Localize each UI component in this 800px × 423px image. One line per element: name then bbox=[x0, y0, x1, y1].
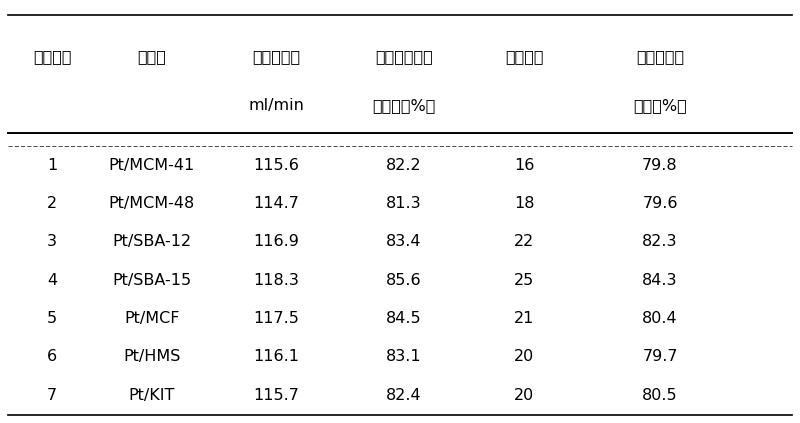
Text: Pt/SBA-12: Pt/SBA-12 bbox=[113, 234, 191, 250]
Text: 79.6: 79.6 bbox=[642, 196, 678, 211]
Text: 尴化剂: 尴化剂 bbox=[138, 49, 166, 65]
Text: 20: 20 bbox=[514, 388, 534, 403]
Text: 2: 2 bbox=[47, 196, 57, 211]
Text: 114.7: 114.7 bbox=[253, 196, 299, 211]
Text: ml/min: ml/min bbox=[248, 98, 304, 113]
Text: 对氨基苯酚: 对氨基苯酚 bbox=[636, 49, 684, 65]
Text: 80.5: 80.5 bbox=[642, 388, 678, 403]
Text: 22: 22 bbox=[514, 234, 534, 250]
Text: 117.5: 117.5 bbox=[253, 311, 299, 326]
Text: 82.3: 82.3 bbox=[642, 234, 678, 250]
Text: 5: 5 bbox=[47, 311, 57, 326]
Text: 80.4: 80.4 bbox=[642, 311, 678, 326]
Text: 115.6: 115.6 bbox=[253, 158, 299, 173]
Text: 82.2: 82.2 bbox=[386, 158, 422, 173]
Text: Pt/MCM-41: Pt/MCM-41 bbox=[109, 158, 195, 173]
Text: Pt/MCF: Pt/MCF bbox=[124, 311, 180, 326]
Text: 25: 25 bbox=[514, 273, 534, 288]
Text: 83.1: 83.1 bbox=[386, 349, 422, 365]
Text: 21: 21 bbox=[514, 311, 534, 326]
Text: 1: 1 bbox=[47, 158, 57, 173]
Text: 平均吸氢度: 平均吸氢度 bbox=[252, 49, 300, 65]
Text: 始收率（%）: 始收率（%） bbox=[372, 98, 436, 113]
Text: 18: 18 bbox=[514, 196, 534, 211]
Text: Pt/MCM-48: Pt/MCM-48 bbox=[109, 196, 195, 211]
Text: 循环次数: 循环次数 bbox=[505, 49, 543, 65]
Text: 4: 4 bbox=[47, 273, 57, 288]
Text: 118.3: 118.3 bbox=[253, 273, 299, 288]
Text: 83.4: 83.4 bbox=[386, 234, 422, 250]
Text: 82.4: 82.4 bbox=[386, 388, 422, 403]
Text: 收率（%）: 收率（%） bbox=[633, 98, 687, 113]
Text: Pt/KIT: Pt/KIT bbox=[129, 388, 175, 403]
Text: 85.6: 85.6 bbox=[386, 273, 422, 288]
Text: Pt/SBA-15: Pt/SBA-15 bbox=[113, 273, 191, 288]
Text: 79.8: 79.8 bbox=[642, 158, 678, 173]
Text: 6: 6 bbox=[47, 349, 57, 365]
Text: 79.7: 79.7 bbox=[642, 349, 678, 365]
Text: 81.3: 81.3 bbox=[386, 196, 422, 211]
Text: 对氨基苯酚起: 对氨基苯酚起 bbox=[375, 49, 433, 65]
Text: 116.1: 116.1 bbox=[253, 349, 299, 365]
Text: 3: 3 bbox=[47, 234, 57, 250]
Text: 16: 16 bbox=[514, 158, 534, 173]
Text: 116.9: 116.9 bbox=[253, 234, 299, 250]
Text: 7: 7 bbox=[47, 388, 57, 403]
Text: 20: 20 bbox=[514, 349, 534, 365]
Text: 115.7: 115.7 bbox=[253, 388, 299, 403]
Text: Pt/HMS: Pt/HMS bbox=[123, 349, 181, 365]
Text: 样品编号: 样品编号 bbox=[33, 49, 71, 65]
Text: 84.3: 84.3 bbox=[642, 273, 678, 288]
Text: 84.5: 84.5 bbox=[386, 311, 422, 326]
